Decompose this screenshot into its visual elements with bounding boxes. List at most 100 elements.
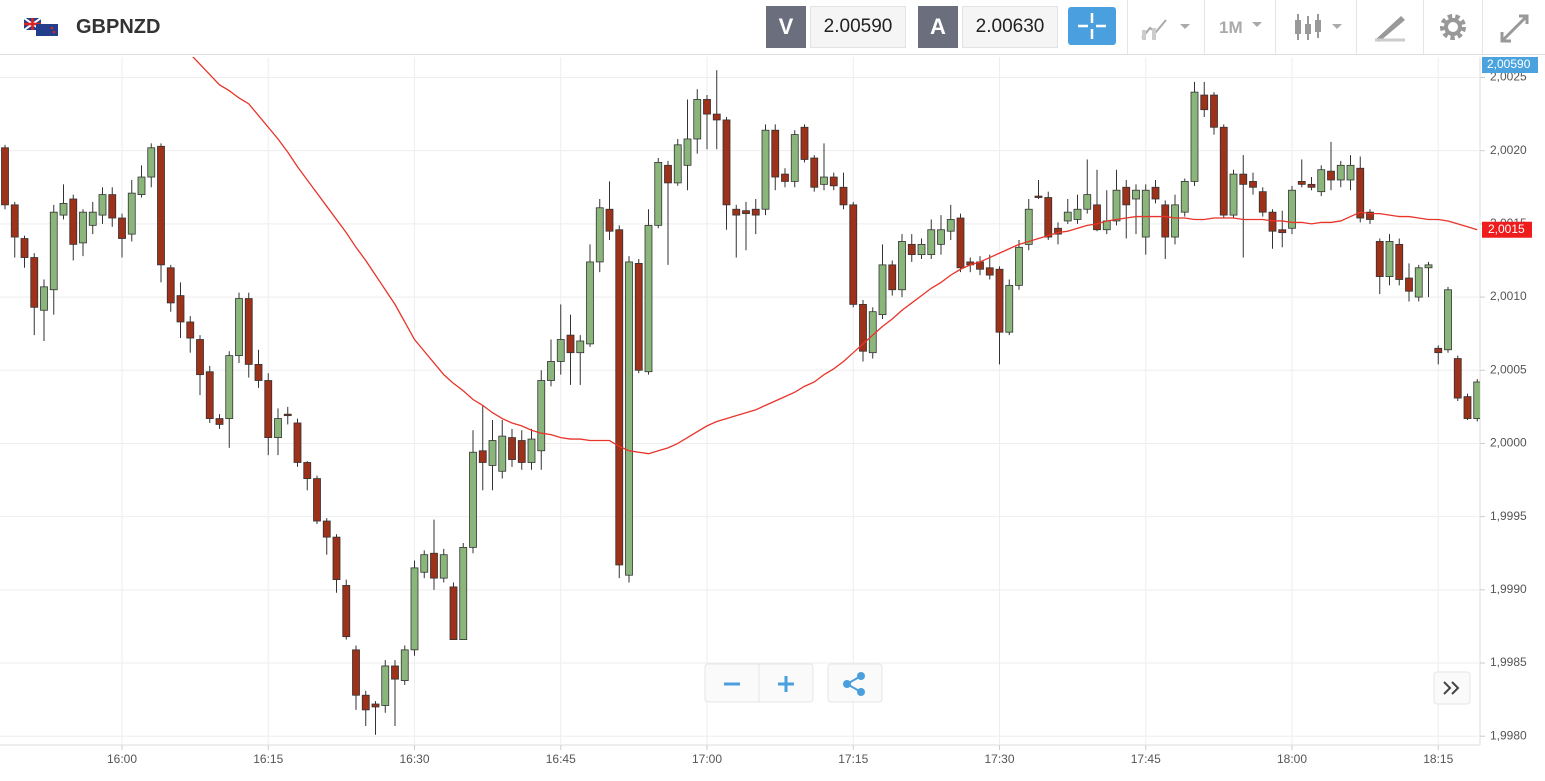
buy-price[interactable]: 2.00630 [962,6,1058,48]
candle-body [459,546,468,641]
candle-body [849,204,858,305]
fullscreen-button[interactable] [1482,0,1545,54]
candle-body [118,217,126,239]
candle-body [361,694,370,711]
candle-body [488,440,497,466]
candle-body [898,241,906,291]
candle-body [1307,183,1316,188]
candle-body [693,99,702,140]
candle-body [1083,194,1092,210]
candle-body [722,119,731,206]
candle-body [742,210,750,215]
candle-body [1112,189,1121,222]
y-tick-label: 2,0010 [1490,289,1527,303]
candle-body [1229,173,1238,216]
candle-body [1258,191,1267,213]
zoom-in[interactable] [778,676,794,692]
candle-body [303,462,312,479]
candle-body [1385,241,1394,277]
sell-price[interactable]: 2.00590 [810,6,906,48]
candle-body [1063,211,1072,222]
candle-body [537,380,546,452]
scroll-icon [1443,681,1460,695]
crosshair-button[interactable] [1068,7,1116,45]
candle-body [176,295,185,323]
candle-body [654,161,663,226]
candle-button[interactable] [1275,0,1356,54]
candle-body [917,243,926,256]
candle-body [634,262,643,371]
candle-body [254,364,263,381]
candle-body [1151,186,1160,200]
candle-body [751,208,760,216]
candle-body [566,334,575,354]
candle-body [381,665,390,706]
settings-icon [1440,14,1466,40]
candle-body [586,261,594,345]
candle-body [439,554,448,579]
y-tick-label: 1,9990 [1490,582,1527,596]
candle-body [352,649,360,696]
candle-body [88,211,97,226]
candle-body [605,208,614,232]
chart-type-icon [1141,19,1190,40]
candle-body [1132,189,1140,200]
candle-body [108,194,117,219]
settings-button[interactable] [1423,0,1482,54]
candle-body [800,126,809,160]
share-button[interactable] [827,663,883,703]
x-tick-label: 18:00 [1277,752,1307,766]
candle-body [420,554,429,573]
candle-body [1288,189,1296,229]
candle-body [225,355,234,419]
scroll-right-button[interactable] [1433,671,1471,705]
candle-body [771,129,780,178]
flag [24,18,58,36]
candle-body [1054,227,1062,235]
candle-body [1044,197,1053,238]
chart-type-button[interactable] [1127,0,1204,54]
candle-body [205,371,214,419]
x-tick-label: 18:15 [1423,752,1453,766]
candle-body [1141,189,1150,238]
candle-body [196,339,204,376]
candle-body [1239,173,1248,185]
candle-body [956,217,965,269]
candle-body [839,186,848,206]
candle-body [1249,181,1257,188]
crosshair-icon [1078,13,1106,39]
candle-body [235,298,243,357]
candle-body [576,340,585,354]
candle-body [1180,181,1189,213]
timeframe: 1M [1219,18,1243,37]
candle-body [40,286,48,311]
candle-body [985,267,994,276]
candle-body [625,261,633,576]
candle-body [1015,246,1023,286]
buy-label[interactable]: A [918,6,958,48]
candle-body [595,207,604,263]
y-tick-label: 2,0005 [1490,362,1527,376]
sell-label[interactable]: V [766,6,806,48]
candle-body [761,129,770,210]
draw-icon [1375,16,1405,42]
timeframe-button[interactable]: 1M [1204,0,1275,54]
fullscreen-icon [1500,14,1529,43]
caret [1252,22,1262,27]
candle-body [1219,126,1228,216]
x-tick-label: 16:45 [546,752,576,766]
candle-body [313,478,321,522]
candle-body [1073,208,1082,220]
moving-average [192,57,1478,455]
y-tick-label: 1,9980 [1490,728,1527,742]
candle-body [1327,170,1335,181]
draw-button[interactable] [1356,0,1423,54]
candle-body [937,229,945,245]
x-tick-label: 17:00 [692,752,722,766]
candle-body [274,418,282,438]
y-tick-label: 2,0020 [1490,143,1527,157]
candle-body [1161,204,1170,238]
candle-body [1034,195,1043,198]
candle-body [449,586,458,641]
